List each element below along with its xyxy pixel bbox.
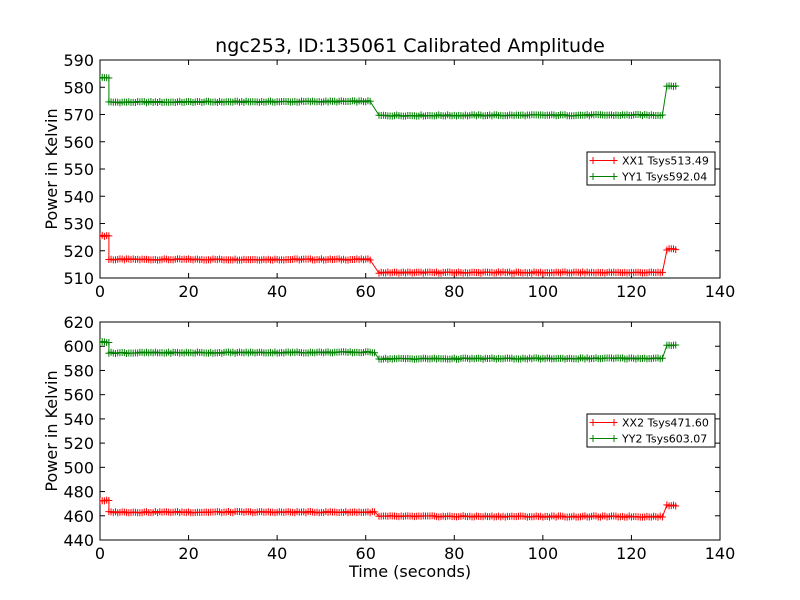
series-line: [100, 234, 676, 274]
legend: XX2 Tsys471.60 YY2 Tsys603.07: [586, 413, 716, 448]
x-tick-label: 100: [528, 544, 559, 563]
legend-marker: [610, 419, 618, 426]
legend-label: XX2 Tsys471.60: [622, 417, 709, 430]
data-point: [658, 268, 666, 276]
x-tick-label: 120: [616, 544, 647, 563]
data-point: [371, 508, 379, 516]
data-point: [658, 513, 666, 521]
series-0: [100, 231, 680, 277]
y-axis-label: Power in Kelvin: [42, 108, 61, 229]
chart-title: ngc253, ID:135061 Calibrated Amplitude: [215, 35, 605, 57]
y-tick-label: 540: [63, 187, 94, 206]
x-tick-label: 40: [267, 544, 287, 563]
top-panel: 0 20 40 60 80 100 120 140 510 520 530 540 550 560 570 5…: [42, 35, 735, 301]
legend-marker: [610, 157, 618, 164]
data-point: [105, 74, 113, 82]
x-tick-label: 100: [528, 282, 559, 301]
y-tick-label: 590: [63, 51, 94, 70]
legend-marker: [610, 173, 618, 180]
legend-marker: [589, 419, 597, 426]
plot-frame: [99, 321, 721, 541]
data-point: [105, 496, 113, 504]
y-tick-label: 560: [63, 133, 94, 152]
series-line: [100, 76, 676, 117]
series-1: [100, 73, 680, 120]
x-axis-label: Time (seconds): [348, 562, 471, 581]
data-point: [658, 111, 666, 119]
x-tick-label: 60: [356, 544, 376, 563]
data-point: [366, 97, 374, 105]
x-tick-label: 0: [95, 544, 105, 563]
y-tick-label: 580: [63, 361, 94, 380]
y-tick-label: 570: [63, 106, 94, 125]
x-tick-label: 40: [267, 282, 287, 301]
legend-box: [586, 413, 716, 448]
series-1: [100, 338, 680, 363]
legend: XX1 Tsys513.49 YY1 Tsys592.04: [586, 151, 716, 186]
y-tick-label: 530: [63, 215, 94, 234]
x-tick-label: 20: [178, 544, 198, 563]
data-point: [105, 232, 113, 240]
legend-label: XX1 Tsys513.49: [622, 155, 709, 168]
y-axis-label: Power in Kelvin: [42, 370, 61, 491]
legend-marker: [589, 173, 597, 180]
x-tick-label: 120: [616, 282, 647, 301]
data-point: [672, 82, 680, 90]
y-tick-label: 620: [63, 313, 94, 332]
y-tick-label: 520: [63, 434, 94, 453]
x-tick-label: 80: [444, 544, 464, 563]
x-tick-label: 140: [705, 544, 736, 563]
legend-label: YY1 Tsys592.04: [621, 171, 707, 184]
series-0: [100, 496, 680, 521]
data-point: [105, 338, 113, 346]
legend-label: YY2 Tsys603.07: [621, 433, 707, 446]
y-tick-label: 600: [63, 337, 94, 356]
data-point: [672, 246, 680, 254]
data-point: [672, 341, 680, 349]
bottom-panel: 0 20 40 60 80 100 120 140 440 460 480 500 520 540 560 5…: [42, 313, 735, 581]
data-point: [672, 502, 680, 510]
y-tick-label: 520: [63, 242, 94, 261]
x-tick-label: 0: [95, 282, 105, 301]
data-point: [366, 256, 374, 264]
y-tick-label: 540: [63, 410, 94, 429]
y-tick-label: 550: [63, 160, 94, 179]
y-tick-label: 480: [63, 483, 94, 502]
legend-box: [586, 151, 716, 186]
y-tick-label: 580: [63, 78, 94, 97]
data-point: [371, 349, 379, 357]
y-tick-label: 560: [63, 386, 94, 405]
x-tick-label: 140: [705, 282, 736, 301]
legend-marker: [589, 157, 597, 164]
data-point: [658, 354, 666, 362]
x-tick-label: 20: [178, 282, 198, 301]
y-tick-label: 440: [63, 531, 94, 550]
x-tick-label: 80: [444, 282, 464, 301]
x-tick-label: 60: [356, 282, 376, 301]
legend-marker: [610, 435, 618, 442]
y-tick-label: 500: [63, 458, 94, 477]
y-tick-label: 510: [63, 269, 94, 288]
legend-marker: [589, 435, 597, 442]
y-tick-label: 460: [63, 507, 94, 526]
